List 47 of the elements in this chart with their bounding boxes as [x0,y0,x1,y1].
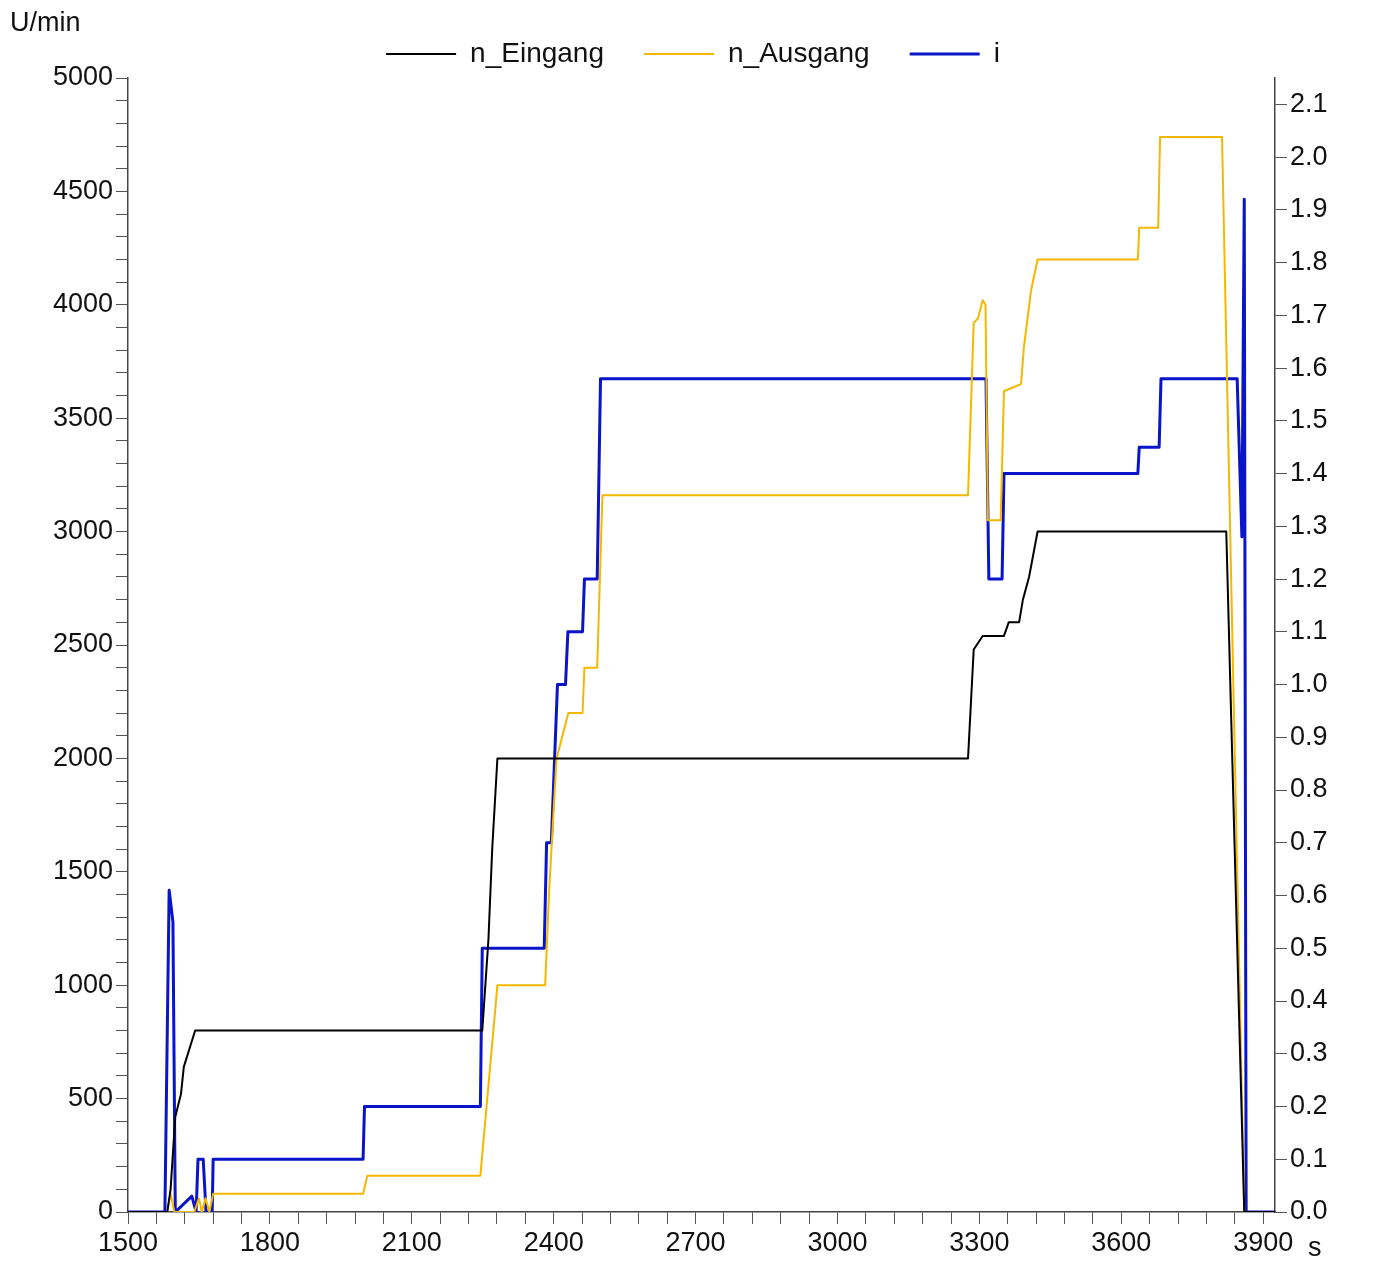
y2-tick-label: 1.7 [1290,298,1328,329]
x-tick-label: 3000 [807,1226,868,1257]
y2-tick-label: 1.6 [1290,351,1328,382]
y-tick-label: 0 [97,1195,113,1226]
y2-tick-label: 2.1 [1290,87,1328,118]
y-tick-label: 2000 [52,741,113,772]
y2-tick-label: 0.2 [1290,1089,1328,1120]
y-tick-label: 2500 [52,628,113,659]
x-tick-label: 3600 [1091,1226,1152,1257]
y-tick-label: 1500 [52,855,113,886]
x-tick-label: 2400 [523,1226,584,1257]
legend-label: n_Ausgang [728,36,870,68]
y2-tick-label: 0.5 [1290,931,1328,962]
legend-label: i [993,36,1000,68]
y-tick-label: 4500 [52,174,113,205]
x-tick-label: 3900 [1233,1226,1294,1257]
y2-tick-label: 1.1 [1290,615,1328,646]
x-tick-label: 2700 [665,1226,726,1257]
x-tick-label: 1800 [239,1226,300,1257]
x-axis-title: s [1308,1231,1322,1262]
y2-tick-label: 0.4 [1290,984,1328,1015]
y2-tick-label: 1.2 [1290,562,1328,593]
y2-tick-label: 0.1 [1290,1142,1328,1173]
y2-tick-label: 1.5 [1290,404,1328,435]
y-tick-label: 1000 [52,968,113,999]
y2-tick-label: 2.0 [1290,140,1328,171]
y-tick-label: 5000 [52,61,113,92]
y2-tick-label: 1.0 [1290,668,1328,699]
y2-tick-label: 0.9 [1290,720,1328,751]
y2-tick-label: 0.6 [1290,878,1328,909]
x-tick-label: 1500 [97,1226,159,1257]
y2-tick-label: 1.8 [1290,246,1328,277]
x-tick-label: 3300 [949,1226,1010,1257]
y2-tick-label: 1.9 [1290,193,1328,224]
y2-tick-label: 1.4 [1290,457,1328,488]
y2-tick-label: 0.8 [1290,773,1328,804]
y-tick-label: 3500 [52,401,113,432]
x-tick-label: 2100 [381,1226,442,1257]
y-tick-label: 500 [67,1082,113,1113]
y2-tick-label: 0.3 [1290,1037,1328,1068]
y-tick-label: 3000 [52,515,113,546]
y2-tick-label: 0.0 [1290,1195,1328,1226]
legend-label: n_Eingang [470,36,604,68]
y-axis-title: U/min [10,6,81,37]
y-tick-label: 4000 [52,288,113,319]
y2-tick-label: 0.7 [1290,826,1328,857]
y2-tick-label: 1.3 [1290,509,1328,540]
